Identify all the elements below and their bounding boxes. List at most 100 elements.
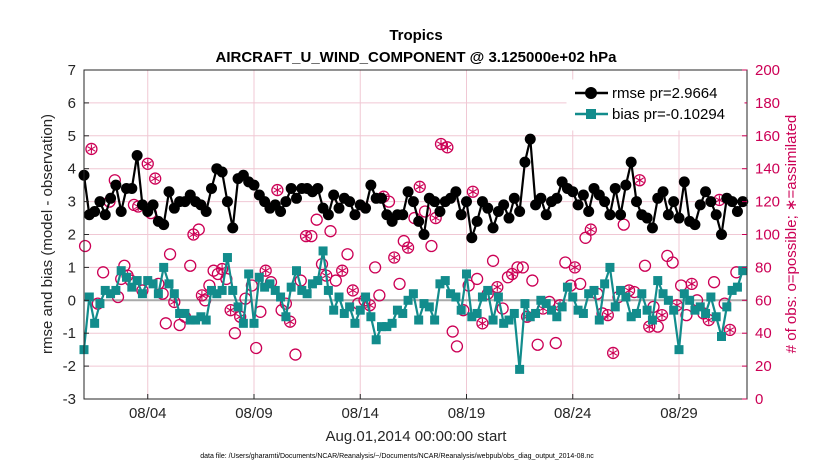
bias-point	[541, 299, 551, 309]
obs-assimilated-point	[478, 318, 487, 328]
obs-assimilated-point	[586, 225, 595, 235]
bias-point	[398, 308, 408, 318]
legend: rmse pr=2.9664 bias pr=-0.10294	[566, 79, 745, 131]
bias-point	[610, 302, 620, 312]
x-tick-label: 08/14	[341, 405, 379, 422]
obs-possible-point	[310, 213, 323, 226]
y2-tick-label: 60	[755, 292, 772, 309]
bias-point	[276, 292, 286, 302]
obs-assimilated-point	[570, 262, 580, 272]
obs-possible-point	[228, 327, 242, 340]
y2-tick-label: 100	[755, 227, 780, 244]
y-axis-label: rmse and bias (model - observation)	[39, 114, 56, 354]
obs-possible-point	[680, 308, 693, 322]
rmse-point	[418, 229, 430, 240]
bias-point	[84, 292, 94, 302]
legend-bias-label: bias pr=-0.10294	[612, 106, 725, 123]
rmse-point	[221, 196, 233, 208]
bias-point	[605, 262, 615, 272]
obs-assimilated-point	[348, 285, 357, 295]
obs-assimilated-point	[415, 182, 424, 192]
obs-possible-point	[574, 277, 587, 291]
rmse-point	[429, 196, 441, 208]
obs-possible-point	[401, 241, 415, 254]
obs-assimilated-point	[189, 230, 198, 239]
bias-point	[228, 285, 238, 295]
bias-point	[196, 312, 206, 322]
rmse-point	[583, 205, 595, 217]
y-tick-label: 0	[68, 292, 76, 309]
rmse-point	[567, 186, 579, 198]
bias-point	[201, 315, 211, 325]
bias-point	[302, 289, 312, 299]
rmse-point	[631, 196, 642, 208]
rmse-point	[514, 205, 526, 217]
bias-point	[281, 312, 291, 322]
bias-point	[185, 315, 195, 325]
bias-point	[355, 305, 365, 315]
obs-possible-point	[78, 239, 92, 253]
obs-possible-point	[526, 274, 539, 287]
rmse-point	[646, 222, 658, 234]
obs-possible-point	[324, 225, 337, 238]
bias-point	[653, 276, 663, 286]
y-tick-label: -2	[63, 358, 76, 375]
y2-tick-label: 200	[755, 62, 780, 79]
obs-possible-point	[388, 251, 401, 264]
rmse-point	[280, 196, 292, 208]
obs-possible-point	[425, 239, 438, 253]
bias-point	[238, 318, 248, 328]
rmse-point	[402, 186, 414, 198]
bias-point	[143, 276, 153, 286]
rmse-point	[413, 215, 425, 227]
rmse-point	[291, 192, 302, 204]
rmse-point	[365, 179, 377, 191]
bias-point	[663, 295, 673, 305]
obs-possible-point	[397, 234, 410, 248]
bias-point	[164, 279, 174, 289]
obs-possible-point	[531, 338, 544, 351]
obs-assimilated-point	[725, 325, 735, 335]
obs-possible-point	[184, 259, 197, 272]
rmse-point	[110, 179, 122, 191]
obs-assimilated-point	[301, 231, 311, 241]
bias-point	[318, 246, 328, 256]
y2-tick-label: 120	[755, 194, 780, 211]
bias-point	[626, 312, 636, 322]
rmse-point	[328, 189, 340, 201]
rmse-point	[147, 199, 159, 211]
obs-possible-point	[685, 277, 698, 291]
bias-point	[148, 279, 158, 289]
y2-tick-label: 0	[755, 391, 763, 408]
bias-point	[637, 289, 647, 299]
bias-point	[297, 285, 307, 295]
obs-assimilated-point	[390, 253, 399, 262]
bias-point	[387, 318, 397, 328]
rmse-point	[662, 209, 674, 221]
bias-point	[435, 279, 445, 289]
obs-possible-point	[651, 320, 664, 333]
bias-point	[573, 305, 583, 315]
y-tick-label: 5	[68, 128, 76, 145]
bias-point	[122, 272, 131, 282]
rmse-point	[625, 156, 637, 168]
rmse-point	[604, 209, 616, 221]
bias-point	[589, 285, 599, 295]
obs-assimilated-point	[338, 266, 347, 276]
obs-possible-point	[638, 259, 652, 272]
bias-point	[127, 282, 137, 292]
rmse-point	[620, 179, 632, 191]
bias-point	[260, 282, 270, 292]
obs-possible-point	[466, 185, 480, 198]
obs-assimilated-point	[608, 348, 618, 358]
bias-point	[515, 364, 525, 374]
obs-possible-point	[373, 289, 386, 302]
obs-assimilated-point	[468, 187, 478, 197]
obs-possible-point	[141, 157, 154, 170]
obs-possible-point	[259, 264, 272, 277]
obs-assimilated-point	[151, 174, 160, 184]
obs-possible-point	[549, 336, 562, 350]
y2-tick-label: 20	[755, 358, 772, 375]
rmse-point	[535, 192, 547, 204]
